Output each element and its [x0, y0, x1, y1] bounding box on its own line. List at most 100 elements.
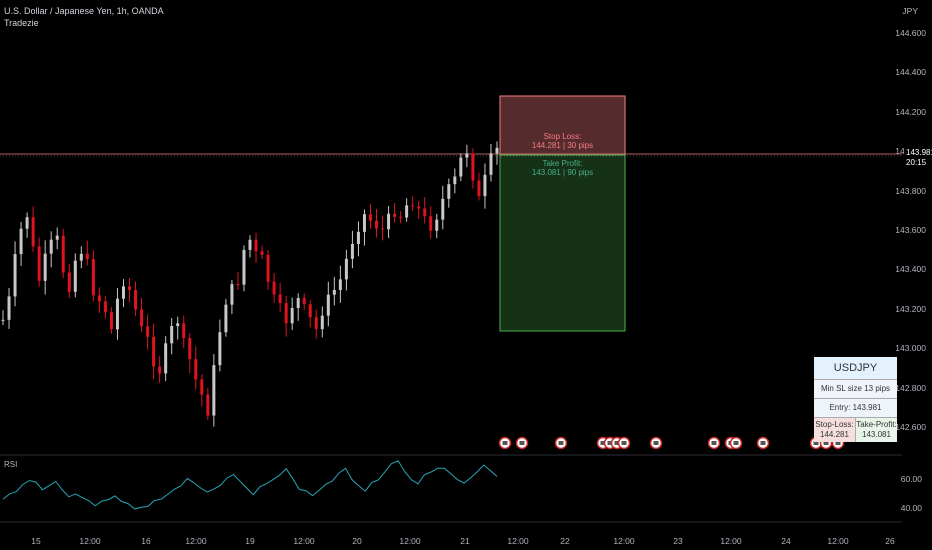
stop-loss-zone	[499, 95, 626, 156]
candle-body	[164, 343, 168, 374]
time-axis-label: 22	[560, 536, 570, 546]
price-axis-label: 143.200	[895, 303, 926, 314]
candle-body	[140, 309, 144, 327]
candle-body	[49, 239, 53, 254]
time-axis-label: 12:00	[185, 536, 207, 546]
candle-body	[302, 298, 306, 305]
candle-body	[296, 298, 300, 309]
panel-take-profit: Take-Profit: 143.081	[856, 418, 897, 442]
candle-body	[170, 326, 174, 344]
event-flag-icon	[823, 441, 829, 445]
stop-loss-title: Stop Loss:	[543, 132, 582, 141]
candle-body	[103, 301, 107, 313]
time-axis-label: 24	[781, 536, 791, 546]
time-axis-label: 26	[885, 536, 895, 546]
candle-body	[248, 239, 252, 250]
candle-body	[453, 176, 457, 185]
candle-body	[19, 228, 23, 255]
event-flag-icon	[621, 441, 627, 445]
candle-body	[362, 214, 366, 232]
price-axis-label: 144.400	[895, 67, 926, 78]
candle-body	[218, 332, 222, 366]
price-axis-label: 143.600	[895, 225, 926, 235]
panel-take-profit-value: 143.081	[862, 430, 891, 439]
candle-body	[85, 253, 89, 260]
current-price: 143.981	[906, 148, 932, 157]
candle-body	[43, 253, 47, 281]
event-flag-icon	[813, 441, 819, 445]
candle-body	[37, 246, 41, 281]
time-axis-label: 12:00	[293, 536, 315, 546]
candle-body	[1, 319, 5, 321]
candle-body	[31, 217, 35, 247]
panel-symbol: USDJPY	[814, 357, 897, 380]
candle-body	[375, 220, 379, 229]
candle-body	[435, 219, 439, 231]
currency-label: JPY	[902, 6, 918, 16]
panel-stop-loss-label: Stop-Loss:	[815, 420, 854, 429]
panel-stop-loss: Stop-Loss: 144.281	[814, 418, 856, 442]
candle-body	[308, 304, 312, 318]
candle-body	[477, 180, 481, 197]
candle-body	[344, 258, 348, 280]
candle-body	[254, 239, 258, 252]
candle-body	[176, 323, 180, 327]
event-flag-icon	[711, 441, 717, 445]
rsi-label: RSI	[4, 460, 18, 469]
candle-body	[13, 254, 17, 297]
candle-body	[320, 315, 324, 330]
candle-body	[266, 254, 270, 282]
candle-body	[115, 298, 119, 330]
candle-body	[25, 217, 29, 229]
candle-body	[97, 295, 101, 302]
candle-body	[278, 294, 282, 304]
panel-min-sl: Min SL size 13 pips	[814, 380, 897, 399]
candle-body	[465, 153, 469, 158]
candle-body	[338, 279, 342, 290]
panel-stop-loss-value: 144.281	[820, 430, 849, 439]
time-axis-label: 23	[673, 536, 683, 546]
candle-body	[91, 259, 95, 296]
candle-body	[387, 213, 391, 230]
candle-body	[272, 281, 276, 295]
candle-body	[489, 153, 493, 175]
candle-body	[471, 153, 475, 181]
event-flag-icon	[653, 441, 659, 445]
stop-loss-label: Stop Loss: 144.281 | 30 pips	[500, 132, 625, 150]
panel-take-profit-label: Take-Profit:	[856, 420, 897, 429]
candle-body	[381, 228, 385, 230]
candle-body	[146, 326, 150, 337]
candle-body	[236, 284, 240, 286]
candle-body	[7, 296, 11, 320]
symbol-title: U.S. Dollar / Japanese Yen, 1h, OANDA	[4, 6, 164, 16]
candle-body	[212, 365, 216, 416]
take-profit-title: Take Profit:	[542, 159, 583, 168]
time-axis-label: 19	[245, 536, 255, 546]
candle-body	[356, 231, 360, 245]
event-flag-icon	[600, 441, 606, 445]
candle-body	[188, 338, 192, 360]
candle-body	[405, 205, 409, 218]
candle-body	[61, 235, 65, 273]
candle-body	[441, 198, 445, 220]
time-axis-label: 12:00	[507, 536, 529, 546]
candle-body	[152, 336, 156, 367]
candle-body	[290, 308, 294, 324]
candle-body	[79, 253, 83, 261]
candle-body	[128, 286, 132, 290]
candle-body	[158, 366, 162, 374]
time-axis-label: 15	[31, 536, 41, 546]
panel-entry: Entry: 143.981	[814, 399, 897, 418]
price-axis-label: 143.000	[895, 343, 926, 354]
candle-body	[368, 214, 372, 221]
current-price-tag: 143.981 20:15	[904, 148, 932, 168]
time-axis-label: 12:00	[79, 536, 101, 546]
event-flag-icon	[614, 441, 620, 445]
candle-body	[67, 272, 71, 292]
stop-loss-value: 144.281 | 30 pips	[531, 141, 594, 150]
candle-body	[242, 249, 246, 285]
event-flag-icon	[519, 441, 525, 445]
rsi-line	[2, 460, 498, 510]
